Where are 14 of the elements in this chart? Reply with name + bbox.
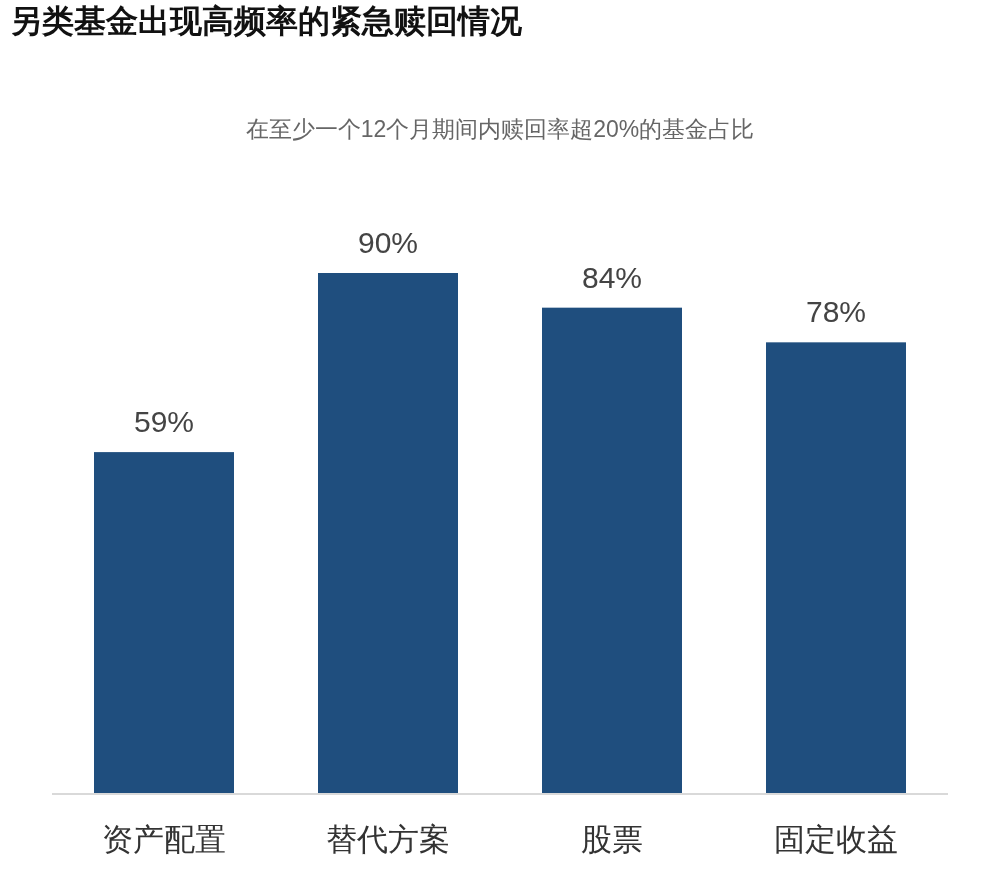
chart-title: 另类基金出现高频率的紧急赎回情况 xyxy=(10,3,523,39)
x-tick-label: 资产配置 xyxy=(102,822,226,857)
data-label: 59% xyxy=(133,405,195,439)
bar xyxy=(766,342,906,793)
bar xyxy=(542,307,682,793)
data-label: 84% xyxy=(581,260,643,294)
bar xyxy=(94,452,234,793)
x-tick-label: 股票 xyxy=(581,822,643,857)
bar xyxy=(318,273,458,793)
data-label: 90% xyxy=(357,226,419,259)
data-label: 78% xyxy=(805,295,867,329)
x-tick-label: 固定收益 xyxy=(774,822,898,857)
chart-subtitle: 在至少一个12个月期间内赎回率超20%的基金占比 xyxy=(245,116,755,142)
x-tick-label: 替代方案 xyxy=(326,822,450,857)
